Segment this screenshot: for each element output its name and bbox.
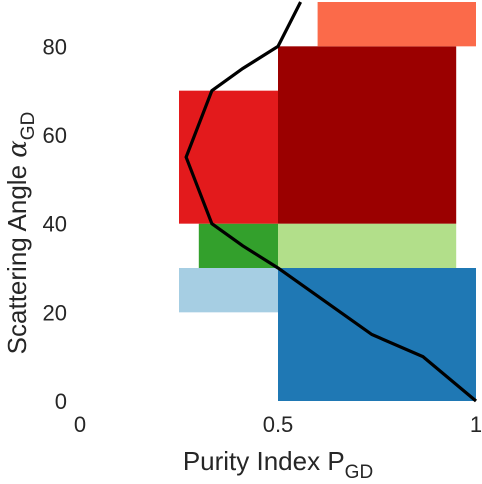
x-tick-label: 0	[74, 412, 86, 437]
y-tick-label: 40	[43, 212, 67, 237]
y-tick-label: 80	[43, 34, 67, 59]
y-axis-label-main: Scattering Angle	[2, 158, 32, 355]
y-tick-label: 60	[43, 123, 67, 148]
region-6	[317, 2, 476, 47]
y-axis: 0 20 40 60 80	[43, 34, 67, 414]
region-2	[278, 223, 457, 268]
region-5	[278, 46, 457, 224]
region-4	[179, 90, 278, 224]
boundary-curve	[184, 1, 478, 403]
y-tick-label: 20	[43, 300, 67, 325]
x-axis-label: Purity Index PGD	[183, 446, 373, 483]
x-axis: 0 0.5 1	[74, 412, 482, 437]
region-layer	[179, 2, 476, 401]
x-tick-label: 1	[470, 412, 482, 437]
x-axis-label-main: Purity Index P	[183, 446, 345, 476]
y-tick-label: 0	[55, 389, 67, 414]
x-axis-label-subscript: GD	[345, 462, 374, 483]
x-tick-label: 0.5	[263, 412, 294, 437]
y-axis-label-symbol: α	[3, 140, 33, 158]
y-axis-label: Scattering Angle αGD	[2, 112, 39, 355]
region-1	[179, 268, 278, 313]
y-axis-label-subscript: GD	[18, 112, 39, 141]
